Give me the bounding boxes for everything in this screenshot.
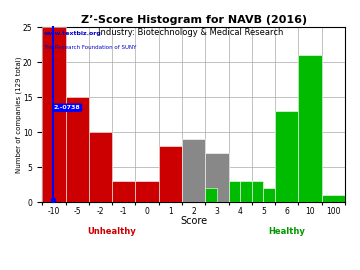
Bar [275, 111, 298, 202]
Bar [42, 27, 66, 202]
Bar [182, 167, 205, 202]
Bar [298, 55, 322, 202]
Y-axis label: Number of companies (129 total): Number of companies (129 total) [15, 56, 22, 173]
Text: The Research Foundation of SUNY: The Research Foundation of SUNY [44, 45, 137, 50]
Bar [322, 195, 345, 202]
Title: Z’-Score Histogram for NAVB (2016): Z’-Score Histogram for NAVB (2016) [81, 15, 307, 25]
Bar [182, 139, 205, 202]
Bar [66, 97, 89, 202]
Bar [135, 181, 159, 202]
Bar [240, 181, 252, 202]
Text: 2.-0738: 2.-0738 [54, 105, 81, 110]
Bar [264, 188, 275, 202]
Bar [112, 181, 135, 202]
Bar [229, 181, 240, 202]
Bar [89, 132, 112, 202]
Bar [205, 188, 217, 202]
Text: Healthy: Healthy [268, 227, 305, 235]
X-axis label: Score: Score [180, 216, 207, 226]
Bar [205, 153, 229, 202]
Text: www.textbiz.org: www.textbiz.org [44, 31, 101, 36]
Bar [159, 146, 182, 202]
Bar [252, 181, 264, 202]
Text: Industry: Biotechnology & Medical Research: Industry: Biotechnology & Medical Resear… [98, 28, 283, 37]
Text: Unhealthy: Unhealthy [88, 227, 136, 235]
